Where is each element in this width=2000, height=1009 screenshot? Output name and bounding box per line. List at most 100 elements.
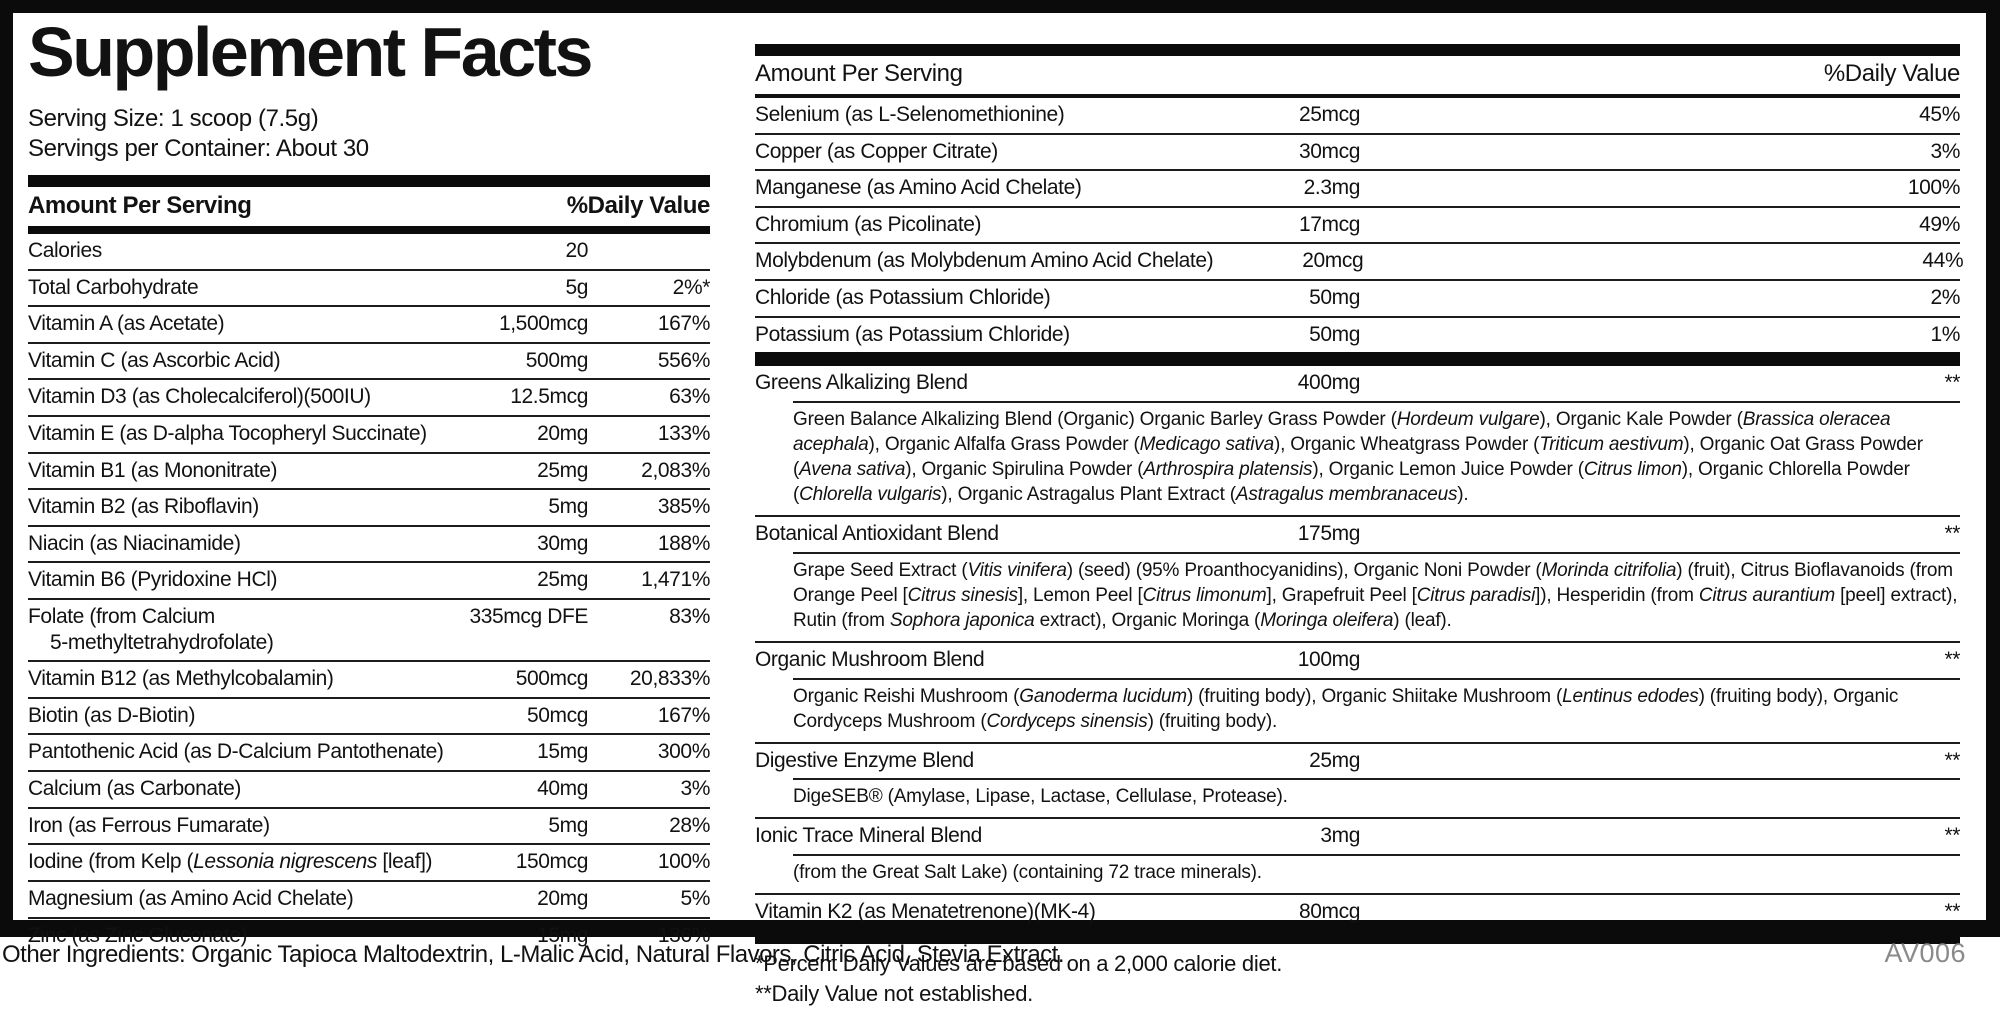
row-name: Magnesium (as Amino Acid Chelate) bbox=[28, 886, 354, 910]
row-name: Greens Alkalizing Blend bbox=[755, 371, 968, 395]
text-run: ), Organic Lemon Juice Powder ( bbox=[1312, 459, 1584, 481]
row-daily-value: ** bbox=[1944, 522, 1960, 546]
text-run: ], Grapefruit Peel [ bbox=[1266, 584, 1417, 606]
footnote-daily-values: *Percent Daily Values are based on a 2,0… bbox=[755, 950, 1283, 976]
divider-bar bbox=[755, 929, 1960, 944]
text-run: ), Organic Oat Grass Powder ( bbox=[793, 433, 1923, 481]
row-name: Chromium (as Picolinate) bbox=[755, 212, 982, 236]
row-amount: 30mg bbox=[537, 531, 588, 555]
divider-bar bbox=[755, 44, 1960, 56]
text-run: Organic Reishi Mushroom ( bbox=[793, 685, 1020, 707]
row-amount: 40mg bbox=[537, 777, 588, 801]
text-run: extract), Organic Moringa ( bbox=[1034, 609, 1261, 631]
row-daily-value: 49% bbox=[1919, 212, 1960, 236]
row-amount: 12.5mcg bbox=[510, 385, 588, 409]
text-run: [leaf]) bbox=[377, 850, 433, 874]
text-run: ), Organic Chlorella Powder ( bbox=[793, 459, 1910, 506]
row-name: Manganese (as Amino Acid Chelate) bbox=[755, 176, 1082, 200]
table-row: Vitamin C (as Ascorbic Acid) 500mg 556% bbox=[28, 344, 710, 381]
table-row: Vitamin B1 (as Mononitrate) 25mg 2,083% bbox=[28, 454, 710, 491]
left-table: Calories 20 Total Carbohydrate 5g 2%* Vitamin… bbox=[28, 234, 710, 953]
row-name: Vitamin A (as Acetate) bbox=[28, 312, 225, 336]
row-name: Chloride (as Potassium Chloride) bbox=[755, 286, 1051, 310]
table-row: Magnesium (as Amino Acid Chelate) 20mg 5% bbox=[28, 882, 710, 919]
row-daily-value: 2% bbox=[1930, 286, 1960, 310]
text-run: Grape Seed Extract ( bbox=[793, 559, 968, 581]
row-name: Molybdenum (as Molybdenum Amino Acid Che… bbox=[755, 249, 1214, 273]
row-amount: 25mg bbox=[537, 568, 588, 592]
table-row: Chromium (as Picolinate) 17mcg 49% bbox=[755, 208, 1960, 245]
row-amount: 25mg bbox=[1309, 748, 1360, 772]
row-daily-value: 2%* bbox=[672, 275, 711, 299]
table-row: Potassium (as Potassium Chloride) 50mg 1% bbox=[755, 318, 1960, 353]
table-row: Calcium (as Carbonate) 40mg 3% bbox=[28, 772, 710, 809]
blend-row: Digestive Enzyme Blend 25mg ** bbox=[755, 741, 1960, 779]
row-amount: 20mcg bbox=[1302, 249, 1364, 273]
row-daily-value: 20,833% bbox=[629, 667, 711, 691]
text-run: ). bbox=[1457, 484, 1469, 506]
text-run: ) (fruiting body), Organic Shiitake Mush… bbox=[1186, 685, 1563, 707]
row-name: Vitamin B12 (as Methylcobalamin) bbox=[28, 667, 334, 691]
row-name: Vitamin B6 (Pyridoxine HCl) bbox=[28, 568, 278, 592]
table-row: Zinc (as Zinc Gluconate) 15mg 136% bbox=[28, 919, 710, 954]
row-amount: 25mcg bbox=[1298, 103, 1360, 126]
species-name: Hordeum vulgare bbox=[1396, 408, 1540, 430]
row-amount: 15mg bbox=[537, 923, 588, 947]
row-amount: 20mg bbox=[537, 421, 588, 445]
table-row: Manganese (as Amino Acid Chelate) 2.3mg 10… bbox=[755, 171, 1960, 208]
blend-description: DigeSEB® (Amylase, Lipase, Lactase, Cell… bbox=[793, 778, 1960, 817]
table-row: Molybdenum (as Molybdenum Amino Acid Che… bbox=[755, 244, 1964, 282]
row-daily-value: ** bbox=[1944, 748, 1960, 772]
row-daily-value: 44% bbox=[1922, 249, 1964, 273]
divider-bar bbox=[755, 352, 1960, 367]
page-title: Supplement Facts bbox=[28, 13, 593, 91]
table-row: Biotin (as D-Biotin) 50mcg 167% bbox=[28, 699, 710, 736]
blend-row: Botanical Antioxidant Blend 175mg ** bbox=[755, 515, 1960, 552]
row-daily-value: 300% bbox=[657, 740, 711, 764]
left-panel: Supplement Facts Serving Size: 1 scoop (… bbox=[28, 14, 710, 953]
table-row: Copper (as Copper Citrate) 30mcg 3% bbox=[755, 135, 1960, 172]
row-name: Copper (as Copper Citrate) bbox=[755, 139, 998, 163]
row-name: Zinc (as Zinc Gluconate) bbox=[28, 923, 248, 947]
row-name: Digestive Enzyme Blend bbox=[755, 748, 974, 772]
row-daily-value: 385% bbox=[657, 495, 711, 519]
row-name: Vitamin E (as D-alpha Tocopheryl Succina… bbox=[28, 421, 427, 445]
text-run: ) (leaf). bbox=[1393, 609, 1452, 631]
table-row: Total Carbohydrate 5g 2%* bbox=[28, 271, 710, 308]
row-daily-value: 3% bbox=[1930, 139, 1960, 163]
row-amount: 3mg bbox=[1320, 824, 1360, 848]
row-name: Vitamin K2 (as Menatetrenone)(MK-4) bbox=[755, 900, 1096, 924]
right-table-header: Amount Per Serving %Daily Value bbox=[755, 56, 1960, 98]
row-daily-value: 188% bbox=[657, 531, 711, 555]
row-amount: 50mcg bbox=[526, 703, 588, 727]
text-run: ), Organic Astragalus Plant Extract ( bbox=[941, 484, 1236, 506]
row-amount: 175mg bbox=[1297, 522, 1361, 546]
row-amount: 5mg bbox=[548, 495, 588, 519]
row-name: Total Carbohydrate bbox=[28, 275, 199, 299]
row-amount: 80mcg bbox=[1298, 900, 1360, 924]
text-run: ) (fruit), Citrus Bioflavanoids (from Or… bbox=[793, 559, 1953, 606]
row-daily-value: 556% bbox=[657, 348, 711, 372]
row-name-line2: 5-methyltetrahydrofolate) bbox=[50, 630, 274, 654]
row-amount: 15mg bbox=[537, 740, 588, 764]
row-daily-value: 5% bbox=[680, 886, 710, 910]
amount-per-serving-header: Amount Per Serving bbox=[28, 191, 252, 219]
text-run: ) (seed) (95% Proanthocyanidins), Organi… bbox=[1066, 559, 1542, 581]
text-run: [peel] extract), Rutin (from bbox=[793, 584, 1958, 631]
row-amount: 5mg bbox=[548, 813, 588, 837]
table-row: Vitamin B2 (as Riboflavin) 5mg 385% bbox=[28, 490, 710, 527]
row-amount: 50mg bbox=[1309, 322, 1360, 346]
footer: Other Ingredients: Organic Tapioca Malto… bbox=[0, 938, 2000, 969]
row-daily-value: 167% bbox=[657, 312, 711, 336]
row-amount: 17mcg bbox=[1298, 212, 1360, 236]
table-row: Calories 20 bbox=[28, 234, 710, 271]
row-amount: 150mcg bbox=[515, 850, 589, 874]
row-amount: 500mg bbox=[525, 348, 589, 372]
species-name: Astragalus membranaceus bbox=[1235, 484, 1458, 506]
table-row: Vitamin E (as D-alpha Tocopheryl Succina… bbox=[28, 417, 710, 454]
product-code: AV006 bbox=[1884, 938, 1966, 968]
row-name: Calories bbox=[28, 238, 102, 262]
table-row: Vitamin A (as Acetate) 1,500mcg 167% bbox=[28, 307, 710, 344]
row-daily-value: 3% bbox=[680, 777, 710, 801]
row-name: Vitamin D3 (as Cholecalciferol)(500IU) bbox=[28, 385, 371, 409]
